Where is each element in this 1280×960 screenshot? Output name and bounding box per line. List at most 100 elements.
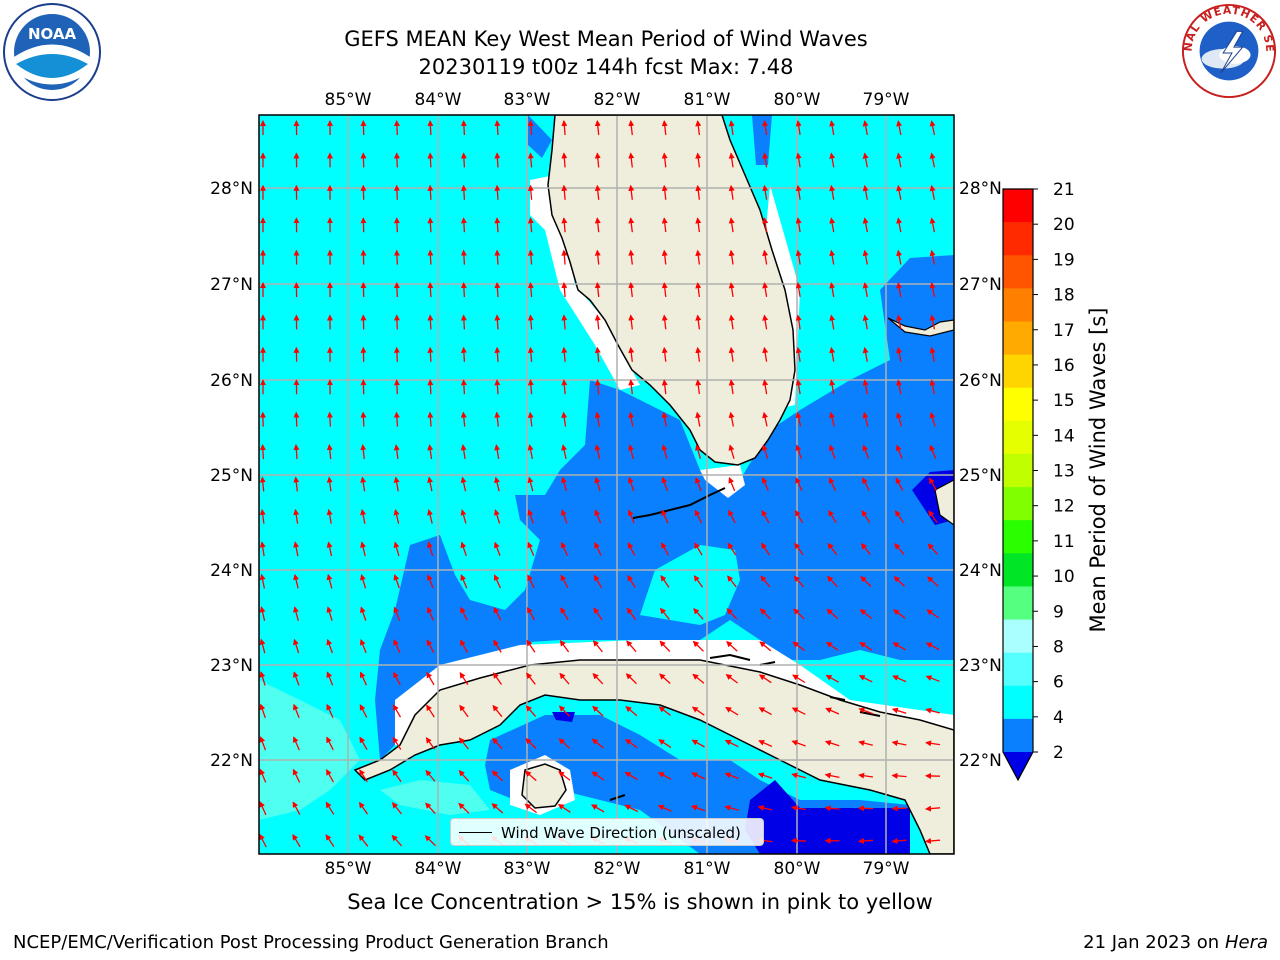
wave-arrow [527,411,534,427]
wave-arrow [360,606,367,621]
wave-arrow [690,804,706,812]
wave-arrow [259,444,266,460]
colorbar-tick-label: 9 [1053,602,1064,622]
wave-arrow [494,379,501,395]
wave-arrow [393,217,400,233]
wave-arrow [393,541,400,557]
wave-arrow [494,444,501,460]
wave-arrow [925,707,940,714]
wave-arrow [762,249,769,265]
lon-tick-label: 79°W [863,859,910,879]
colorbar-tick-label: 18 [1053,286,1075,306]
wave-arrow [293,476,300,492]
lon-tick-label: 81°W [684,859,731,879]
lon-tick-label: 82°W [594,90,641,110]
wave-arrow [594,184,601,200]
lat-tick-label: 25°N [959,466,1002,486]
wave-arrow [259,606,266,621]
wave-arrow [393,476,400,492]
lat-tick-label: 22°N [210,751,253,771]
wave-arrow [292,671,300,686]
wave-arrow [492,737,503,750]
ocean-fill-2-4 [375,255,954,760]
colorbar-segment [1003,354,1033,389]
wave-arrow [828,477,837,491]
ocean-fill-lt2 [745,780,910,854]
wave-arrow [894,543,905,555]
wave-arrow [862,314,869,330]
wave-arrow [925,675,940,682]
wave-arrow [594,542,602,556]
wave-arrow [695,314,702,330]
wave-arrow [891,707,907,714]
wave-arrow [859,642,873,651]
wave-arrow [726,608,738,620]
wave-arrow [762,282,769,298]
wave-arrow [757,772,773,779]
wave-arrow [491,803,504,814]
wave-arrow [691,706,705,716]
wave-arrow [359,671,367,686]
wave-arrow [558,738,571,749]
wave-arrow [727,575,737,588]
wave-arrow [657,772,672,780]
wave-arrow [594,217,601,233]
colorbar-tick-label: 21 [1053,180,1075,200]
wave-arrow [860,576,872,587]
wave-arrow [825,707,840,715]
wave-arrow [795,120,802,136]
wave-arrow [259,671,266,686]
wave-arrow [358,834,369,847]
wave-arrow [758,740,773,747]
colorbar-segment [1003,652,1033,687]
wave-arrow [460,282,467,298]
lon-tick-label: 81°W [684,90,731,110]
wave-arrow [292,833,301,848]
wave-arrow [561,184,568,200]
wave-arrow [427,444,434,459]
wave-arrow [858,707,873,715]
wave-arrow [494,314,501,330]
legend-label: Wind Wave Direction (unscaled) [501,824,741,842]
wave-arrow [524,770,537,782]
wave-arrow [793,575,805,588]
lat-labels-right: 28°N 27°N 26°N 25°N 24°N 23°N 22°N [959,179,1002,771]
wave-arrow [591,804,605,813]
wave-arrow [661,476,669,492]
wave-arrow [594,346,601,362]
gridlines [259,115,954,854]
lon-tick-label: 82°W [594,859,641,879]
lon-tick-label: 83°W [504,90,551,110]
wave-arrow [896,120,903,136]
wave-arrow [358,801,369,815]
wave-arrow [392,769,402,783]
wave-arrow [624,771,638,781]
wave-arrow [426,639,435,653]
wave-arrow [693,607,704,620]
wave-arrow [661,444,668,459]
wave-arrow [862,411,869,427]
wave-arrow [628,184,635,200]
wave-arrow [527,184,534,200]
wave-arrow [896,411,903,427]
wave-arrow [895,444,903,459]
wave-arrow [791,707,806,715]
wave-arrow [426,606,434,621]
wave-arrow [593,574,603,589]
wave-arrow [762,346,769,362]
wave-arrow [460,217,467,233]
wave-arrow [627,542,636,556]
wave-arrow [661,152,668,168]
wave-arrow [360,573,367,589]
lon-tick-label: 85°W [325,859,372,879]
wave-arrow [628,249,635,265]
wave-arrow [896,346,903,362]
wave-arrow [829,120,836,136]
wave-arrow [393,249,400,265]
wave-arrow [858,772,873,779]
wave-arrow [893,609,906,619]
wave-arrow [524,803,537,814]
wave-arrow [527,217,534,233]
wave-arrow [592,672,604,685]
wave-arrow [259,638,266,654]
